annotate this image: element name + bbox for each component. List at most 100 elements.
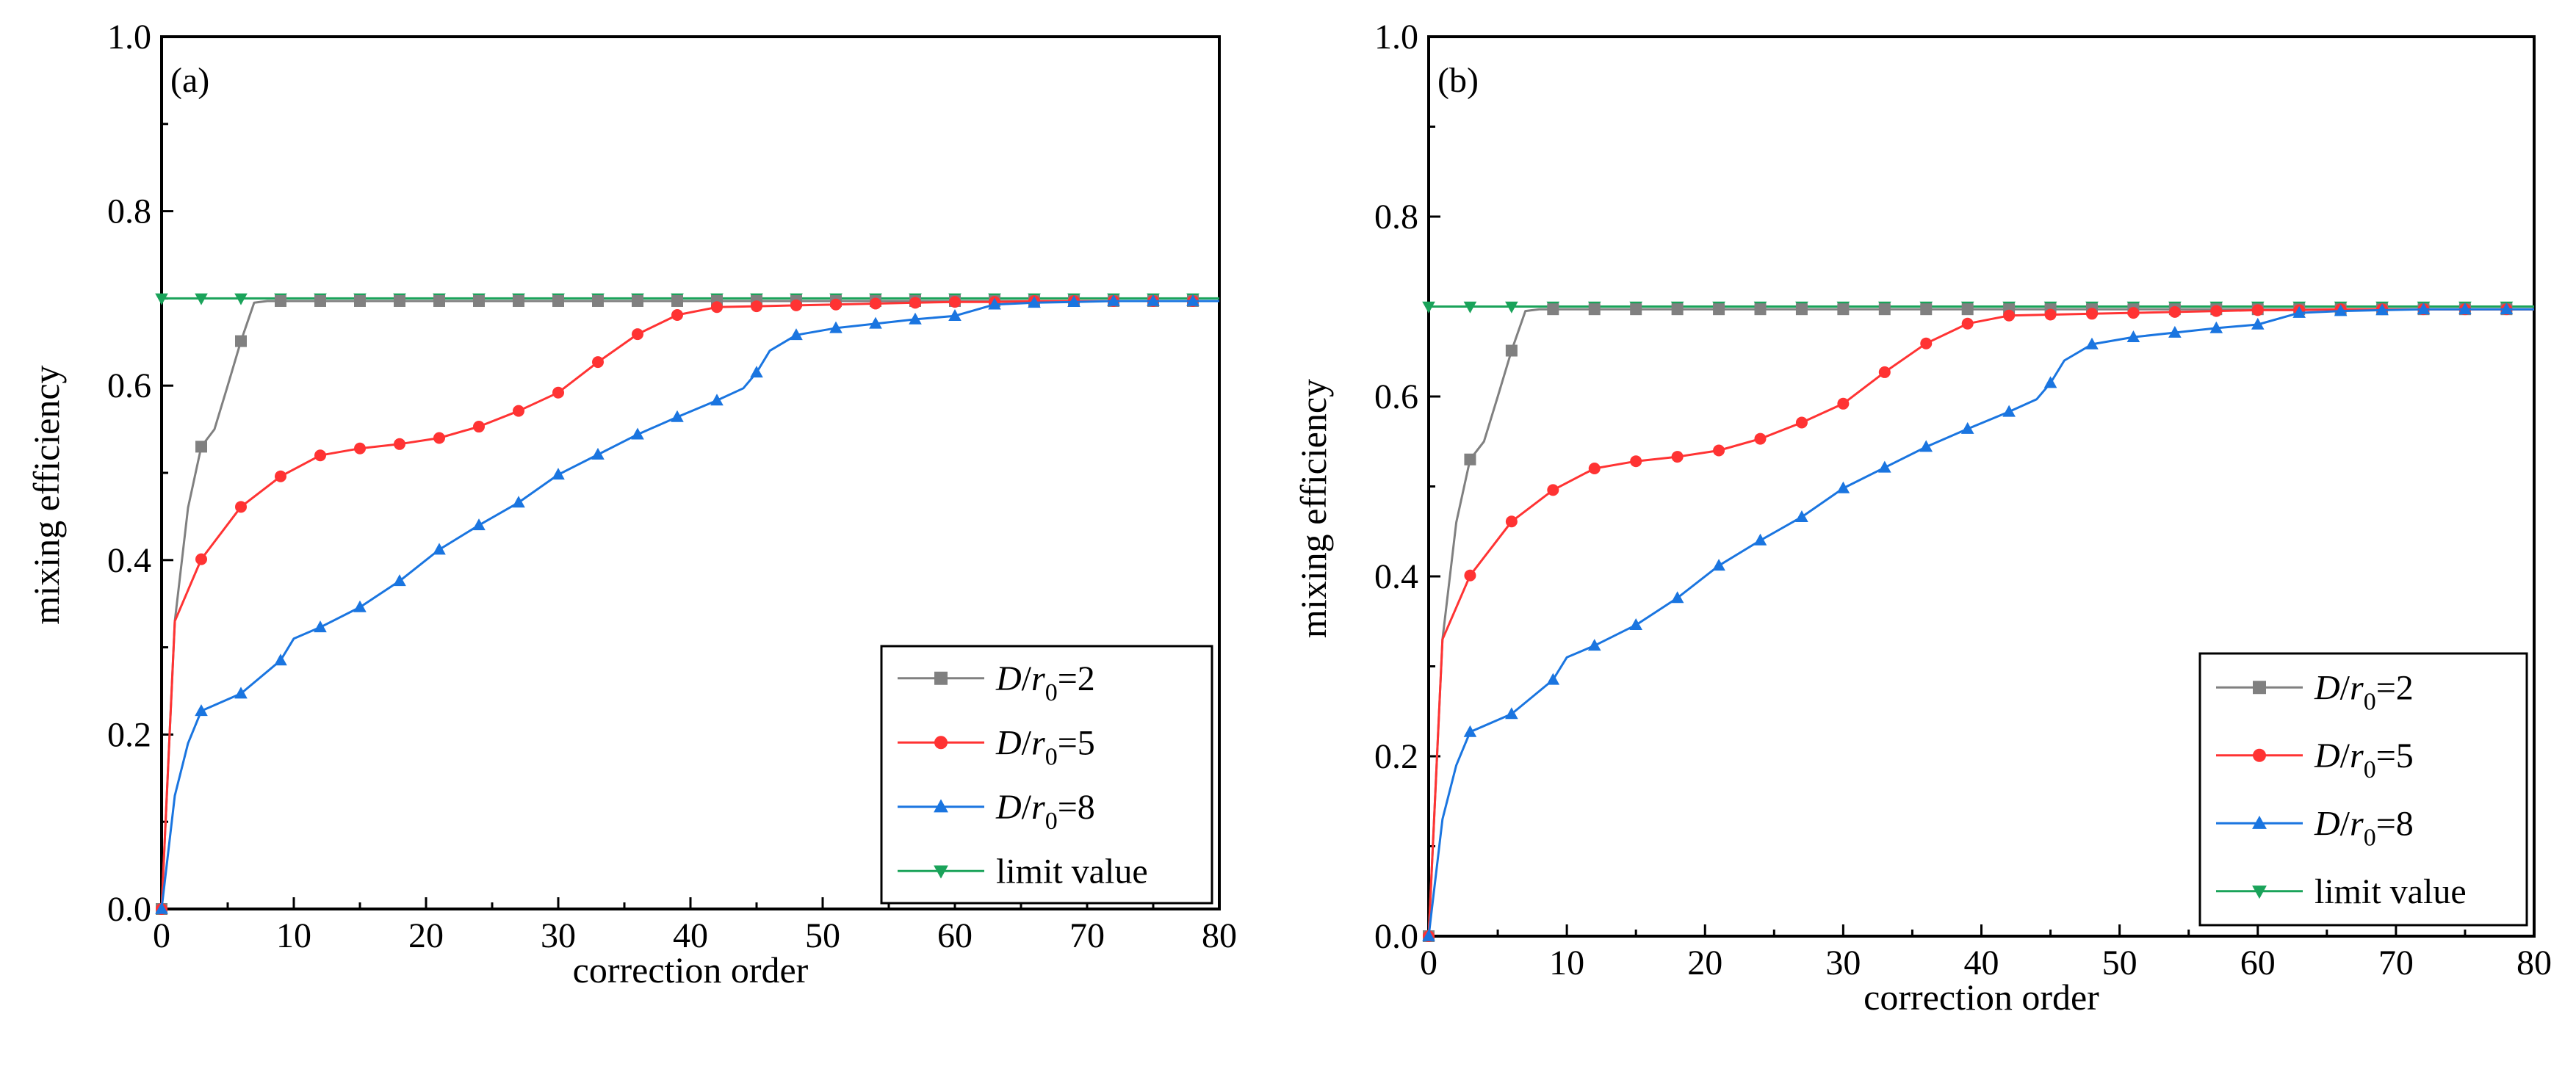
legend-entry: D/r0=2	[2314, 668, 2414, 715]
x-tick-label: 60	[937, 916, 973, 955]
data-point	[1754, 303, 1767, 316]
data-point	[2251, 317, 2265, 330]
data-point	[2417, 302, 2431, 314]
legend-entry: D/r0=8	[2314, 804, 2414, 851]
data-point	[870, 297, 881, 310]
x-tick-label: 50	[805, 916, 840, 955]
data-point	[710, 394, 724, 406]
data-point	[354, 442, 366, 454]
legend-entry: D/r0=8	[995, 788, 1095, 835]
data-point	[394, 294, 405, 307]
data-point	[1505, 707, 1518, 720]
data-point	[1630, 455, 1642, 468]
data-point	[751, 300, 762, 313]
data-point	[1920, 337, 1933, 350]
data-point	[1753, 533, 1767, 546]
x-tick-label: 80	[1202, 916, 1237, 955]
data-point	[671, 308, 683, 321]
data-point	[235, 501, 247, 513]
data-point	[1919, 440, 1933, 452]
data-point	[1713, 303, 1725, 316]
data-point	[473, 421, 485, 433]
data-point	[433, 543, 446, 555]
y-tick-label: 0.4	[107, 541, 151, 580]
data-point	[2458, 302, 2472, 314]
data-point	[1463, 301, 1477, 314]
data-point	[1547, 303, 1559, 316]
data-point	[949, 296, 961, 308]
data-point	[1422, 301, 1435, 314]
legend-box	[880, 645, 1213, 905]
data-point	[909, 312, 922, 325]
data-point	[592, 294, 604, 307]
data-point	[1422, 929, 1435, 941]
data-point	[2375, 303, 2389, 316]
data-point	[2085, 337, 2099, 350]
x-tick-label: 20	[408, 916, 444, 955]
data-point	[909, 297, 921, 309]
data-point	[1837, 397, 1850, 410]
data-point	[2209, 321, 2223, 333]
data-point	[1754, 432, 1767, 445]
data-point	[1795, 510, 1808, 522]
legend-entry: limit value	[996, 852, 1148, 891]
data-point	[591, 447, 605, 460]
data-point	[2168, 305, 2181, 318]
data-point	[275, 470, 286, 482]
data-point	[2044, 308, 2057, 321]
data-point	[1588, 303, 1601, 316]
data-point	[552, 468, 565, 480]
data-point	[513, 294, 524, 307]
data-point	[1795, 303, 1808, 316]
data-point	[433, 294, 445, 307]
legend-entry: D/r0=5	[995, 723, 1095, 770]
data-point	[2043, 376, 2057, 388]
x-axis-title: correction order	[1864, 977, 2099, 1018]
data-point	[2210, 305, 2223, 317]
data-point	[1670, 591, 1684, 604]
data-point	[394, 438, 405, 450]
y-tick-label: 0.8	[1374, 198, 1418, 236]
y-tick-label: 0.8	[107, 192, 151, 231]
data-point	[1630, 303, 1642, 316]
data-point	[1028, 296, 1041, 308]
data-point	[314, 294, 326, 307]
data-point	[1878, 460, 1891, 473]
data-point	[234, 293, 248, 305]
data-point	[473, 294, 485, 307]
legend: D/r0=2 D/r0=5 D/r0=8 limit value	[2198, 652, 2528, 927]
data-point	[1546, 673, 1560, 685]
data-point	[2003, 309, 2016, 322]
data-point	[275, 294, 286, 307]
data-point	[1960, 421, 1974, 434]
legend-swatch-marker	[2253, 748, 2266, 762]
data-point	[2126, 330, 2140, 342]
data-point	[1186, 294, 1199, 306]
series-d-r0-5	[156, 294, 1219, 915]
data-point	[1505, 515, 1518, 528]
data-point	[1067, 294, 1080, 307]
data-point	[512, 496, 525, 508]
data-point	[513, 405, 524, 417]
legend: D/r0=2 D/r0=5 D/r0=8 limit value	[880, 645, 1213, 905]
data-point	[195, 441, 207, 453]
data-point	[2086, 308, 2098, 320]
y-tick-label: 0.0	[1374, 917, 1418, 956]
data-point	[2292, 305, 2306, 318]
y-tick-label: 0.6	[1374, 377, 1418, 416]
x-tick-label: 80	[2517, 944, 2552, 982]
legend-swatch-marker	[934, 799, 948, 813]
data-point	[354, 294, 366, 307]
data-point	[1629, 618, 1642, 630]
data-point	[1505, 344, 1518, 357]
data-point	[1588, 463, 1601, 474]
data-point	[1920, 303, 1933, 316]
x-tick-label: 40	[673, 916, 708, 955]
x-tick-label: 70	[2378, 944, 2414, 982]
data-point	[155, 902, 168, 914]
data-point	[1147, 294, 1160, 306]
data-point	[631, 427, 644, 440]
data-point	[195, 553, 207, 565]
y-tick-label: 0.0	[107, 890, 151, 929]
data-point	[1878, 366, 1891, 378]
